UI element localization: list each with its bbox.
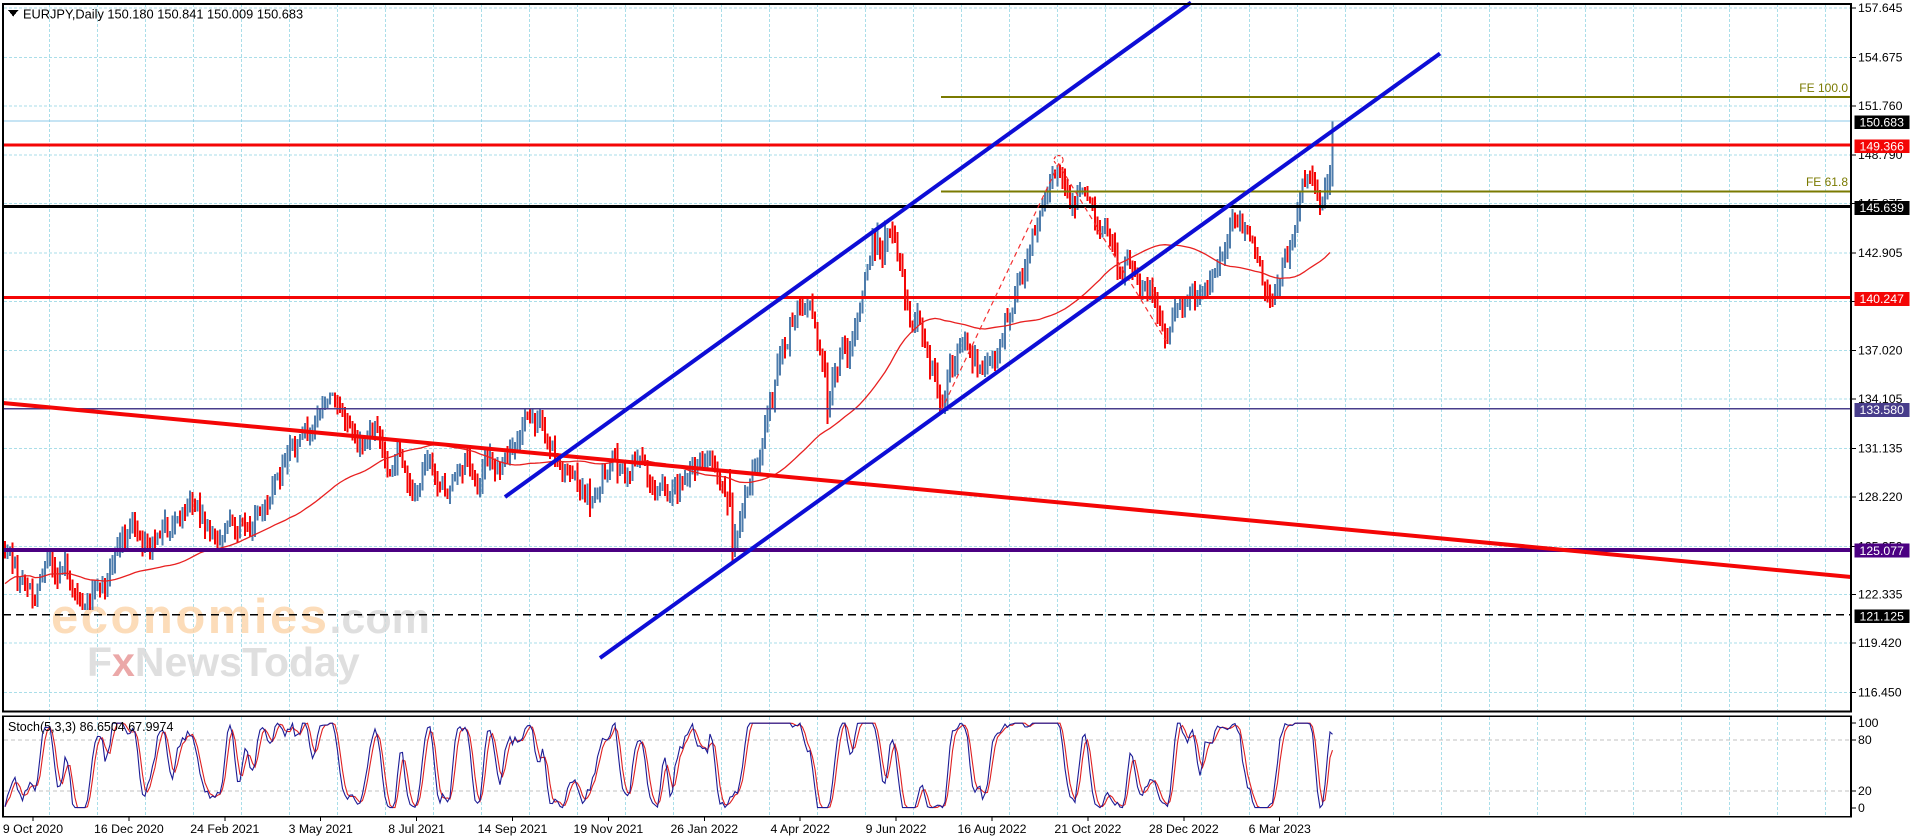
svg-text:116.450: 116.450: [1858, 686, 1902, 700]
svg-text:154.675: 154.675: [1858, 50, 1903, 64]
svg-text:14 Sep 2021: 14 Sep 2021: [478, 822, 548, 836]
svg-text:4 Apr 2022: 4 Apr 2022: [770, 822, 830, 836]
svg-text:21 Oct 2022: 21 Oct 2022: [1054, 822, 1121, 836]
svg-text:80: 80: [1858, 733, 1872, 747]
svg-text:142.905: 142.905: [1858, 246, 1903, 260]
svg-text:16 Dec 2020: 16 Dec 2020: [94, 822, 164, 836]
svg-text:121.125: 121.125: [1860, 609, 1905, 623]
svg-text:economies.com: economies.com: [51, 590, 430, 644]
svg-text:150.683: 150.683: [1860, 116, 1905, 130]
svg-text:6 Mar 2023: 6 Mar 2023: [1249, 822, 1311, 836]
svg-text:28 Dec 2022: 28 Dec 2022: [1149, 822, 1219, 836]
svg-text:125.077: 125.077: [1860, 544, 1905, 558]
svg-text:145.639: 145.639: [1860, 201, 1905, 215]
svg-text:133.580: 133.580: [1860, 403, 1905, 417]
svg-text:0: 0: [1858, 801, 1865, 815]
svg-text:149.366: 149.366: [1860, 139, 1905, 153]
svg-text:8 Jul 2021: 8 Jul 2021: [388, 822, 445, 836]
svg-text:157.645: 157.645: [1858, 1, 1903, 15]
svg-text:140.247: 140.247: [1860, 292, 1905, 306]
svg-text:151.760: 151.760: [1858, 99, 1903, 113]
svg-text:119.420: 119.420: [1858, 636, 1902, 650]
svg-text:FE 100.0: FE 100.0: [1799, 81, 1848, 95]
svg-text:24 Feb 2021: 24 Feb 2021: [190, 822, 259, 836]
svg-text:131.135: 131.135: [1858, 442, 1903, 456]
svg-text:FE 61.8: FE 61.8: [1806, 175, 1848, 189]
svg-text:137.020: 137.020: [1858, 344, 1903, 358]
svg-text:26 Jan 2022: 26 Jan 2022: [670, 822, 738, 836]
svg-text:FxNewsToday: FxNewsToday: [87, 639, 360, 685]
svg-text:134.105: 134.105: [1858, 392, 1903, 406]
svg-text:122.335: 122.335: [1858, 588, 1903, 602]
svg-text:20: 20: [1858, 784, 1872, 798]
svg-text:9 Oct 2020: 9 Oct 2020: [3, 822, 63, 836]
svg-text:19 Nov 2021: 19 Nov 2021: [574, 822, 644, 836]
svg-text:16 Aug 2022: 16 Aug 2022: [957, 822, 1026, 836]
svg-text:Stoch(5,3,3) 86.6504 67.9974: Stoch(5,3,3) 86.6504 67.9974: [8, 720, 173, 734]
svg-text:128.220: 128.220: [1858, 490, 1903, 504]
svg-text:EURJPY,Daily 150.180 150.841: EURJPY,Daily 150.180 150.841 150.009 150…: [23, 7, 303, 22]
svg-text:9 Jun 2022: 9 Jun 2022: [866, 822, 927, 836]
svg-text:100: 100: [1858, 716, 1879, 730]
svg-text:3 May 2021: 3 May 2021: [289, 822, 353, 836]
